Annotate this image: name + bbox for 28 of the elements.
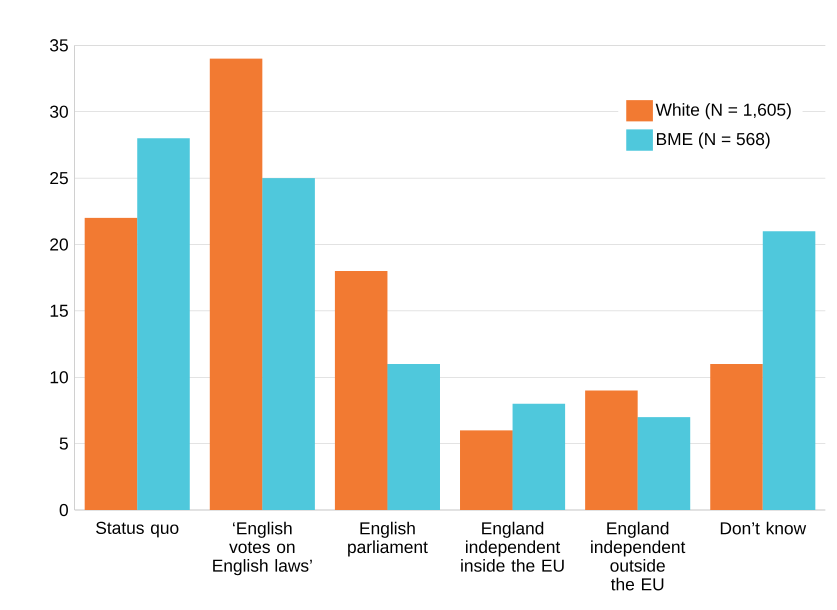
bar bbox=[585, 390, 638, 510]
y-tick-label: 35 bbox=[50, 39, 68, 52]
x-tick-label: Don’t know bbox=[720, 522, 806, 534]
x-tick-label: Status quo bbox=[96, 522, 178, 538]
x-tick-label: England independent inside the EU bbox=[461, 522, 564, 572]
legend-label: White (N = 1,605) bbox=[656, 103, 791, 120]
y-tick-label: 30 bbox=[50, 106, 68, 118]
y-tick-label: 5 bbox=[60, 438, 68, 450]
legend-label: BME (N = 568) bbox=[656, 132, 770, 149]
bar bbox=[460, 430, 513, 510]
bar bbox=[638, 417, 690, 510]
y-tick-label: 25 bbox=[50, 172, 68, 184]
bar bbox=[710, 364, 763, 510]
x-tick-label: England independent outside the EU bbox=[591, 522, 686, 590]
y-tick-label: 10 bbox=[50, 371, 68, 384]
y-tick-label: 20 bbox=[50, 238, 68, 251]
bar bbox=[334, 271, 388, 510]
bar bbox=[262, 178, 315, 510]
bar bbox=[84, 218, 138, 510]
y-tick-label: 15 bbox=[50, 304, 68, 317]
bar bbox=[512, 404, 566, 510]
bar bbox=[387, 364, 440, 510]
bar bbox=[762, 231, 816, 510]
x-tick-label: ‘English votes on English laws’ bbox=[213, 522, 312, 576]
x-tick-label: English parliament bbox=[348, 522, 428, 557]
bar bbox=[137, 138, 190, 510]
bar bbox=[210, 58, 262, 510]
y-tick-label: 0 bbox=[60, 504, 68, 516]
